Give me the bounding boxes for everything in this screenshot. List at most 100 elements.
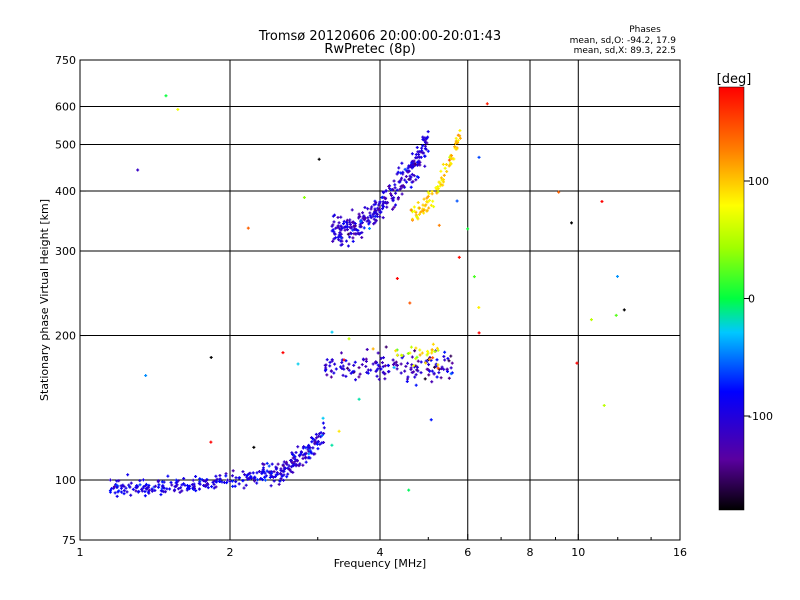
echo-point <box>435 358 439 362</box>
echo-point <box>231 484 235 488</box>
echo-point <box>262 463 266 467</box>
echo-point <box>293 454 297 458</box>
echo-point <box>353 222 357 226</box>
echo-point <box>285 462 289 466</box>
y-axis-ticks: 75 100 200 300 400 500 600 750 <box>55 54 86 547</box>
echo-point <box>357 212 361 216</box>
echo-point <box>294 464 298 468</box>
echo-point <box>423 147 427 151</box>
echo-point <box>477 155 481 159</box>
echo-point <box>422 197 426 201</box>
echo-point <box>392 205 396 209</box>
echo-point <box>438 181 442 185</box>
echo-point <box>157 483 161 487</box>
echo-point <box>332 232 336 236</box>
echo-point <box>367 222 371 226</box>
echo-point <box>447 158 451 162</box>
y-tick-label: 600 <box>55 101 76 114</box>
echo-point <box>419 210 423 214</box>
echo-point <box>403 369 407 373</box>
echo-point <box>379 356 383 360</box>
echo-point <box>324 366 328 370</box>
echo-point <box>376 367 380 371</box>
echo-point <box>438 184 442 188</box>
echo-point <box>218 474 222 478</box>
echo-point <box>144 374 148 378</box>
echo-point <box>206 486 210 490</box>
echo-point <box>426 149 430 153</box>
echo-point <box>166 474 170 478</box>
echo-point <box>140 487 144 491</box>
echo-point <box>589 318 593 322</box>
echo-point <box>159 489 163 493</box>
phases-x-mode: mean, sd,X: 89.3, 22.5 <box>574 46 676 56</box>
echo-point <box>251 471 255 475</box>
echo-point <box>287 467 291 471</box>
echo-point <box>368 214 372 218</box>
echo-point <box>345 239 349 243</box>
echo-point <box>230 474 234 478</box>
echo-point <box>340 242 344 246</box>
echo-point <box>347 362 351 366</box>
echo-point <box>416 175 420 179</box>
echo-point <box>350 208 354 212</box>
echo-point <box>433 350 437 354</box>
echo-point <box>382 356 386 360</box>
echo-point <box>234 476 238 480</box>
echo-point <box>296 362 300 366</box>
echo-point <box>222 481 226 485</box>
echo-point <box>204 479 208 483</box>
echo-point <box>353 360 357 364</box>
echo-point <box>409 208 413 212</box>
echo-point <box>336 215 340 219</box>
echo-point <box>276 462 280 466</box>
echo-point <box>339 225 343 229</box>
echo-point <box>238 476 242 480</box>
echo-point <box>209 355 213 359</box>
echo-point <box>249 475 253 479</box>
echo-point <box>331 223 335 227</box>
echo-point <box>317 432 321 436</box>
echo-point <box>345 218 349 222</box>
echo-point <box>299 450 303 454</box>
echo-point <box>372 222 376 226</box>
echo-point <box>138 483 142 487</box>
echo-point <box>160 484 164 488</box>
echo-point <box>360 221 364 225</box>
echo-point <box>371 347 375 351</box>
x-tick-label: 8 <box>527 546 534 559</box>
echo-point <box>316 447 320 451</box>
echo-point <box>351 239 355 243</box>
x-tick-label: 4 <box>377 546 384 559</box>
echo-point <box>215 480 219 484</box>
echo-point <box>336 235 340 239</box>
echo-point <box>449 366 453 370</box>
echo-point <box>430 351 434 355</box>
grid-lines <box>80 60 680 540</box>
echo-point <box>122 489 126 493</box>
echo-point <box>458 129 462 133</box>
echo-point <box>146 490 150 494</box>
echo-point <box>261 470 265 474</box>
echo-point <box>410 159 414 163</box>
echo-point <box>182 482 186 486</box>
echo-point <box>198 477 202 481</box>
echo-point <box>434 186 438 190</box>
echo-point <box>444 163 448 167</box>
echo-point <box>164 94 168 98</box>
echo-point <box>432 205 436 209</box>
echo-point <box>234 480 238 484</box>
echo-point <box>274 467 278 471</box>
echo-point <box>285 475 289 479</box>
echo-point <box>129 481 133 485</box>
echo-point <box>146 486 150 490</box>
echo-point <box>358 223 362 227</box>
echo-point <box>243 473 247 477</box>
echo-point <box>436 366 440 370</box>
echo-point <box>430 348 434 352</box>
echo-point <box>320 433 324 437</box>
echo-point <box>423 164 427 168</box>
echo-point <box>364 359 368 363</box>
echo-point <box>282 478 286 482</box>
colorbar <box>718 86 745 511</box>
